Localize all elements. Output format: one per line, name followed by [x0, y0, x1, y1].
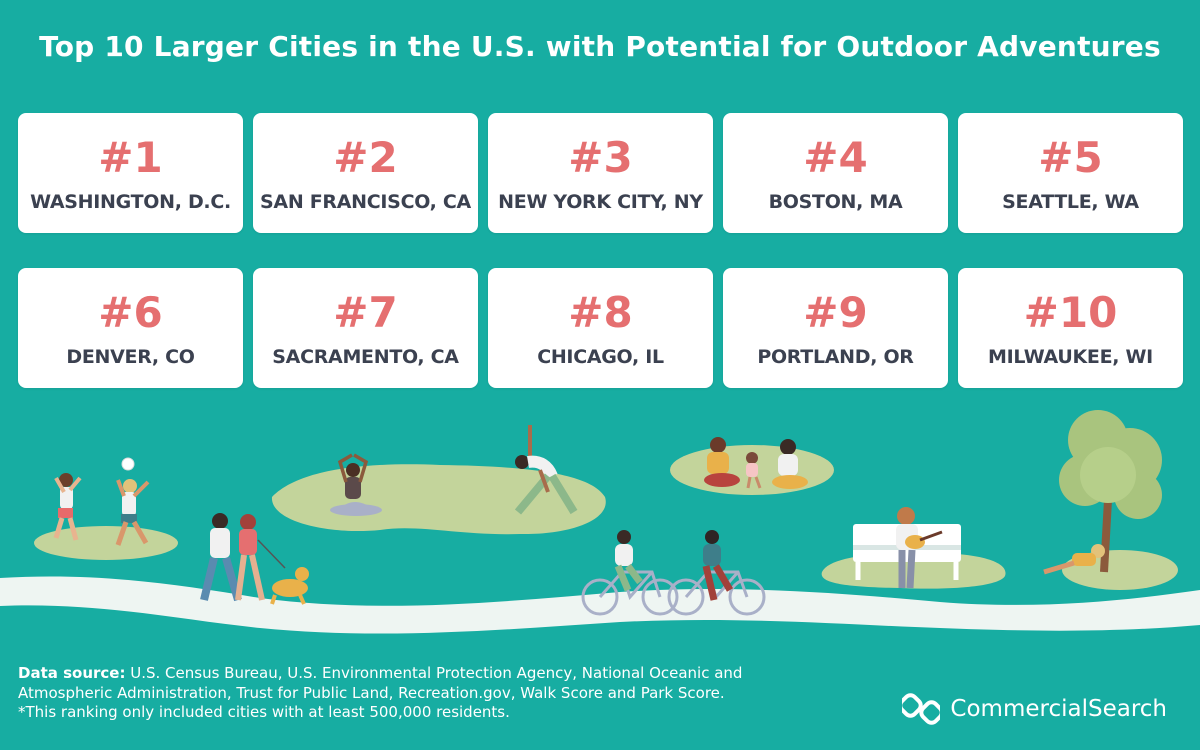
- walking-couple-figure: [200, 513, 309, 605]
- brand-name: CommercialSearch: [950, 696, 1167, 722]
- park-scene-illustration: [0, 410, 1200, 634]
- city-name: SACRAMENTO, CA: [272, 346, 459, 368]
- rank-number: #5: [1038, 133, 1103, 182]
- ranking-card: #6 DENVER, CO: [18, 268, 243, 388]
- walking-path: [0, 576, 1200, 634]
- ranking-card: #4 BOSTON, MA: [723, 113, 948, 233]
- yoga-stretch-figure: [514, 425, 578, 515]
- city-name: SEATTLE, WA: [1002, 191, 1139, 213]
- ranking-card: #10 MILWAUKEE, WI: [958, 268, 1183, 388]
- data-source-note: Data source: U.S. Census Bureau, U.S. En…: [18, 664, 818, 723]
- rank-number: #2: [333, 133, 398, 182]
- reclining-person-figure: [1043, 544, 1105, 575]
- ranking-grid: #1 WASHINGTON, D.C. #2 SAN FRANCISCO, CA #…: [18, 113, 1183, 388]
- city-name: DENVER, CO: [66, 346, 195, 368]
- grass-patches: [34, 445, 1178, 590]
- bench-guitarist-figure: [853, 507, 961, 589]
- ranking-card: #3 NEW YORK CITY, NY: [488, 113, 713, 233]
- city-name: PORTLAND, OR: [757, 346, 914, 368]
- rank-number: #1: [98, 133, 163, 182]
- tree-figure: [1059, 410, 1162, 573]
- rank-number: #8: [568, 288, 633, 337]
- ranking-card: #9 PORTLAND, OR: [723, 268, 948, 388]
- ranking-card: #7 SACRAMENTO, CA: [253, 268, 478, 388]
- rank-number: #7: [333, 288, 398, 337]
- ranking-card: #5 SEATTLE, WA: [958, 113, 1183, 233]
- commercialsearch-logo-icon: [902, 693, 941, 725]
- volleyball-players-figure: [53, 457, 150, 546]
- ranking-card: #1 WASHINGTON, D.C.: [18, 113, 243, 233]
- city-name: NEW YORK CITY, NY: [498, 191, 703, 213]
- rank-number: #6: [98, 288, 163, 337]
- ranking-card: #8 CHICAGO, IL: [488, 268, 713, 388]
- brand-logo: CommercialSearch: [902, 691, 1167, 727]
- city-name: MILWAUKEE, WI: [988, 346, 1153, 368]
- data-source-text: U.S. Census Bureau, U.S. Environmental P…: [18, 664, 743, 702]
- ranking-footnote: *This ranking only included cities with …: [18, 703, 510, 721]
- rank-number: #10: [1023, 288, 1118, 337]
- city-name: BOSTON, MA: [768, 191, 903, 213]
- city-name: WASHINGTON, D.C.: [30, 191, 231, 213]
- yoga-meditation-figure: [330, 453, 382, 516]
- city-name: SAN FRANCISCO, CA: [260, 191, 471, 213]
- city-name: CHICAGO, IL: [537, 346, 664, 368]
- rank-number: #3: [568, 133, 633, 182]
- data-source-label: Data source:: [18, 664, 126, 682]
- cyclist-riders: [614, 530, 734, 601]
- rank-number: #9: [803, 288, 868, 337]
- infographic-title: Top 10 Larger Cities in the U.S. with Po…: [39, 30, 1161, 63]
- family-picnic-figure: [704, 437, 808, 489]
- ranking-card: #2 SAN FRANCISCO, CA: [253, 113, 478, 233]
- rank-number: #4: [803, 133, 868, 182]
